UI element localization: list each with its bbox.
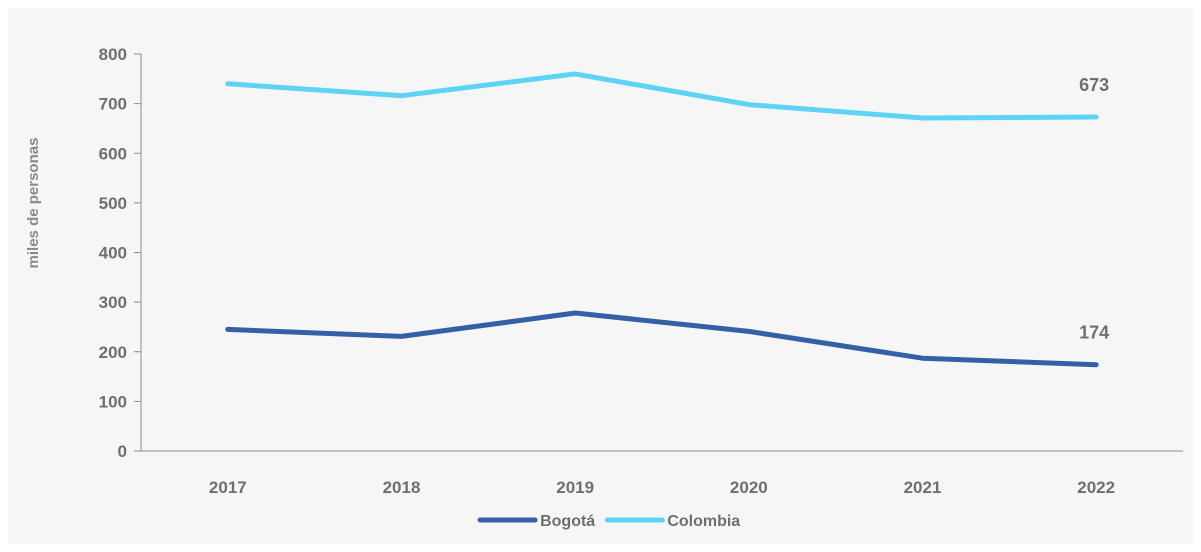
legend-label-colombia: Colombia [667, 513, 740, 530]
y-tick-label: 0 [118, 442, 127, 461]
y-tick-label: 600 [99, 144, 127, 163]
data-label-colombia: 673 [1079, 75, 1109, 95]
y-tick-label: 200 [99, 343, 127, 362]
y-tick-label: 100 [99, 392, 127, 411]
legend: Bogotá Colombia [477, 513, 740, 530]
x-tick-label: 2020 [730, 478, 768, 497]
y-tick-label: 800 [99, 45, 127, 64]
legend-label-bogota: Bogotá [540, 513, 595, 530]
x-tick-label: 2019 [556, 478, 594, 497]
y-tick-labels: 0 100 200 300 400 500 600 700 800 [99, 45, 141, 461]
x-tick-label: 2018 [383, 478, 421, 497]
y-tick-label: 400 [99, 244, 127, 263]
y-axis-title: miles de personas [25, 138, 42, 269]
axes [140, 54, 1183, 452]
data-labels: 174 673 [1079, 75, 1109, 343]
y-tick-label: 500 [99, 194, 127, 213]
series-lines [225, 71, 1099, 368]
x-tick-label: 2017 [209, 478, 247, 497]
series-line-bogota [225, 310, 1099, 368]
chart-area: 0 100 200 300 400 500 600 700 800 2017 2018 2019 20… [8, 8, 1193, 544]
data-label-bogota: 174 [1079, 323, 1109, 343]
y-tick-label: 300 [99, 293, 127, 312]
x-tick-labels: 2017 2018 2019 2020 2021 2022 [209, 478, 1115, 497]
series-line-colombia [225, 71, 1099, 121]
x-tick-label: 2022 [1077, 478, 1115, 497]
y-tick-label: 700 [99, 95, 127, 114]
x-tick-label: 2021 [904, 478, 942, 497]
